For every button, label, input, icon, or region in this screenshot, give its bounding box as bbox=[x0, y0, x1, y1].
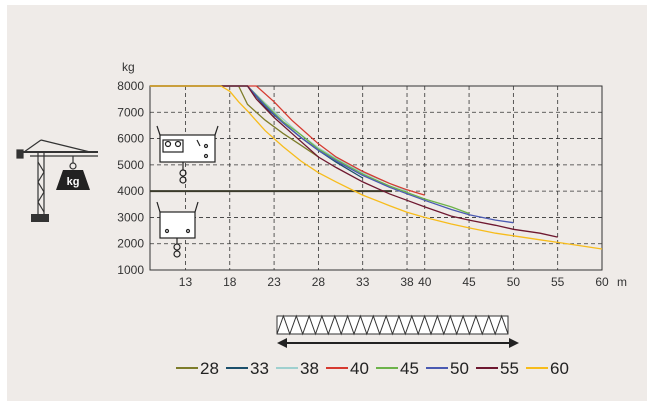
trolley-hook-single-icon bbox=[156, 201, 199, 258]
x-tick-label: 50 bbox=[507, 275, 521, 289]
kg-weight-icon: kg bbox=[56, 156, 90, 190]
tower-crane-icon bbox=[16, 139, 98, 222]
series-line-55 bbox=[150, 85, 558, 238]
x-tick-label: 28 bbox=[312, 275, 326, 289]
legend-label-55: 55 bbox=[500, 359, 519, 378]
x-tick-label: 55 bbox=[551, 275, 565, 289]
y-tick-label: 2000 bbox=[117, 237, 144, 251]
svg-text:kg: kg bbox=[67, 176, 80, 188]
series-line-40 bbox=[150, 85, 425, 196]
span-arrow-icon bbox=[277, 338, 519, 348]
series-lines bbox=[150, 85, 603, 250]
plot-area bbox=[149, 85, 603, 271]
y-tick-label: 6000 bbox=[117, 132, 144, 146]
x-tick-label: 45 bbox=[462, 275, 476, 289]
x-axis-unit: m bbox=[617, 275, 627, 289]
legend-label-33: 33 bbox=[250, 359, 269, 378]
series-line-60 bbox=[150, 85, 603, 250]
legend: 28 33 38 40 45 50 55 60 bbox=[176, 359, 569, 378]
y-axis-ticks: 1000 2000 3000 4000 5000 6000 7000 8000 bbox=[117, 79, 144, 277]
series-line-45 bbox=[150, 85, 470, 215]
trolley-hook-double-icon bbox=[156, 125, 219, 184]
x-tick-label: 40 bbox=[418, 275, 432, 289]
x-tick-label: 33 bbox=[356, 275, 370, 289]
y-tick-label: 5000 bbox=[117, 158, 144, 172]
chart-panel bbox=[7, 5, 647, 401]
y-tick-label: 4000 bbox=[117, 184, 144, 198]
series-line-50 bbox=[150, 85, 514, 224]
y-tick-label: 7000 bbox=[117, 105, 144, 119]
jib-section-icon bbox=[276, 314, 509, 336]
x-tick-label: 60 bbox=[595, 275, 609, 289]
legend-label-40: 40 bbox=[350, 359, 369, 378]
x-axis-ticks: 13 18 23 28 33 38 40 45 50 55 60 bbox=[179, 275, 609, 289]
y-tick-label: 1000 bbox=[117, 263, 144, 277]
x-tick-label: 18 bbox=[223, 275, 237, 289]
legend-label-45: 45 bbox=[400, 359, 419, 378]
x-tick-label: 38 bbox=[400, 275, 414, 289]
legend-label-50: 50 bbox=[450, 359, 469, 378]
y-tick-label: 8000 bbox=[117, 79, 144, 93]
x-tick-label: 13 bbox=[179, 275, 193, 289]
y-axis-label: kg bbox=[122, 60, 135, 74]
legend-label-38: 38 bbox=[300, 359, 319, 378]
legend-label-60: 60 bbox=[550, 359, 569, 378]
legend-label-28: 28 bbox=[200, 359, 219, 378]
x-tick-label: 23 bbox=[267, 275, 281, 289]
y-tick-label: 3000 bbox=[117, 210, 144, 224]
